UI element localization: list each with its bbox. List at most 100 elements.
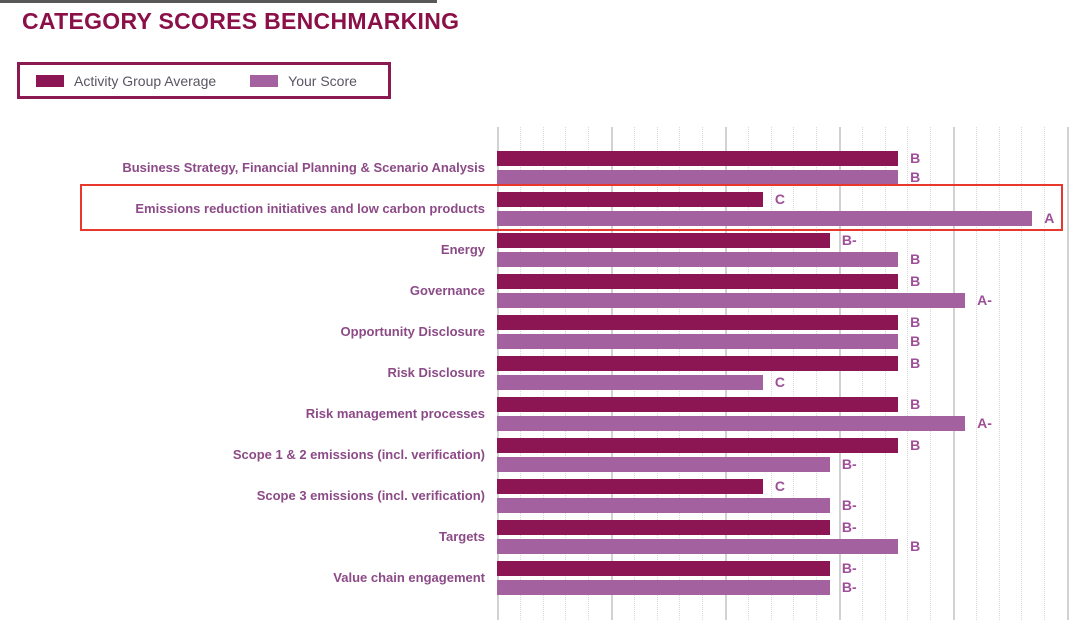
minor-gridline xyxy=(679,127,681,620)
legend-item-your-score: Your Score xyxy=(250,73,357,89)
grade-label: B xyxy=(910,273,921,289)
bar-line-your-score: C xyxy=(497,375,1080,390)
grade-label: B- xyxy=(841,497,857,513)
bar-activity-group-average xyxy=(497,151,899,166)
chart-row: Targets B- B xyxy=(439,520,1080,554)
bar-activity-group-average xyxy=(497,315,899,330)
minor-gridline xyxy=(793,127,795,620)
minor-gridline xyxy=(816,127,818,620)
legend: Activity Group Average Your Score xyxy=(17,62,391,99)
chart-row: Opportunity Disclosure B B xyxy=(341,315,1080,349)
minor-gridline xyxy=(747,127,749,620)
bar-activity-group-average xyxy=(497,233,830,248)
bar-line-activity-group-average: B xyxy=(497,151,1080,166)
minor-gridline xyxy=(884,127,886,620)
bar-line-activity-group-average: B xyxy=(497,315,1080,330)
category-label: Targets xyxy=(439,529,485,544)
cropped-edge-artifact xyxy=(0,0,437,3)
page-title: CATEGORY SCORES BENCHMARKING xyxy=(22,8,460,34)
minor-gridline xyxy=(1021,127,1023,620)
category-label: Business Strategy, Financial Planning & … xyxy=(122,160,485,175)
chart-row: Business Strategy, Financial Planning & … xyxy=(122,151,1080,185)
major-gridline xyxy=(725,127,727,620)
bar-your-score xyxy=(497,580,830,595)
bar-chart-plot: Business Strategy, Financial Planning & … xyxy=(122,127,1080,620)
chart-row: Risk management processes B A- xyxy=(306,397,1080,431)
bar-activity-group-average xyxy=(497,356,899,371)
category-label: Scope 1 & 2 emissions (incl. verificatio… xyxy=(232,447,485,462)
bar-line-your-score: B xyxy=(497,334,1080,349)
category-label: Emissions reduction initiatives and low … xyxy=(135,201,485,216)
grade-label: B xyxy=(910,150,921,166)
grade-label: B xyxy=(910,437,921,453)
chart-row: Scope 3 emissions (incl. verification) C… xyxy=(257,479,1080,513)
bar-line-activity-group-average: B- xyxy=(497,561,1080,576)
grade-label: B- xyxy=(841,560,857,576)
bar-line-activity-group-average: C xyxy=(497,192,1080,207)
grade-label: C xyxy=(774,191,785,207)
bar-activity-group-average xyxy=(497,397,899,412)
grade-label: A- xyxy=(977,292,992,308)
category-label: Value chain engagement xyxy=(333,570,485,585)
bar-your-score xyxy=(497,211,1033,226)
bar-line-activity-group-average: B xyxy=(497,274,1080,289)
grade-label: B- xyxy=(841,579,857,595)
bar-line-your-score: A- xyxy=(497,293,1080,308)
major-gridline xyxy=(1067,127,1069,620)
bar-your-score xyxy=(497,293,966,308)
bar-line-your-score: B xyxy=(497,539,1080,554)
major-gridline xyxy=(953,127,955,620)
grade-label: C xyxy=(774,374,785,390)
legend-item-activity-group-average: Activity Group Average xyxy=(36,73,216,89)
grade-label: A xyxy=(1044,210,1055,226)
bar-line-your-score: B- xyxy=(497,580,1080,595)
legend-label-activity-group-average: Activity Group Average xyxy=(74,72,217,89)
grade-label: B xyxy=(910,314,921,330)
minor-gridline xyxy=(519,127,521,620)
bar-your-score xyxy=(497,170,899,185)
bar-line-activity-group-average: B xyxy=(497,397,1080,412)
bar-line-activity-group-average: C xyxy=(497,479,1080,494)
bar-your-score xyxy=(497,457,830,472)
grade-label: B- xyxy=(841,456,857,472)
bar-line-activity-group-average: B- xyxy=(497,233,1080,248)
grade-label: B xyxy=(910,169,921,185)
bar-line-your-score: A xyxy=(497,211,1080,226)
grade-label: C xyxy=(774,478,785,494)
chart-row: Energy B- B xyxy=(441,233,1080,267)
chart-row: Emissions reduction initiatives and low … xyxy=(135,192,1080,226)
chart-row: Scope 1 & 2 emissions (incl. verificatio… xyxy=(233,438,1080,472)
bar-activity-group-average xyxy=(497,274,899,289)
bar-line-activity-group-average: B xyxy=(497,438,1080,453)
bar-line-activity-group-average: B xyxy=(497,356,1080,371)
bar-your-score xyxy=(497,498,830,513)
category-label: Risk management processes xyxy=(305,406,485,421)
bar-activity-group-average xyxy=(497,479,763,494)
chart-row: Value chain engagement B- B- xyxy=(333,561,1080,595)
grade-label: B xyxy=(910,538,921,554)
bar-line-your-score: A- xyxy=(497,416,1080,431)
chart-row: Risk Disclosure B C xyxy=(387,356,1080,390)
bar-your-score xyxy=(497,334,899,349)
bar-activity-group-average xyxy=(497,192,763,207)
bar-your-score xyxy=(497,375,763,390)
grade-label: B xyxy=(910,251,921,267)
grade-label: B xyxy=(910,355,921,371)
legend-label-your-score: Your Score xyxy=(288,72,357,89)
category-label: Risk Disclosure xyxy=(387,365,485,380)
minor-gridline xyxy=(907,127,909,620)
bar-activity-group-average xyxy=(497,438,899,453)
category-label: Energy xyxy=(440,242,485,257)
bar-line-your-score: B- xyxy=(497,498,1080,513)
bar-activity-group-average xyxy=(497,520,830,535)
bar-line-your-score: B- xyxy=(497,457,1080,472)
minor-gridline xyxy=(588,127,590,620)
category-label: Scope 3 emissions (incl. verification) xyxy=(256,488,485,503)
bar-your-score xyxy=(497,416,966,431)
bar-line-your-score: B xyxy=(497,170,1080,185)
major-gridline xyxy=(611,127,613,620)
bar-your-score xyxy=(497,539,899,554)
legend-swatch-activity-group-average xyxy=(36,74,64,87)
minor-gridline xyxy=(656,127,658,620)
minor-gridline xyxy=(1044,127,1046,620)
